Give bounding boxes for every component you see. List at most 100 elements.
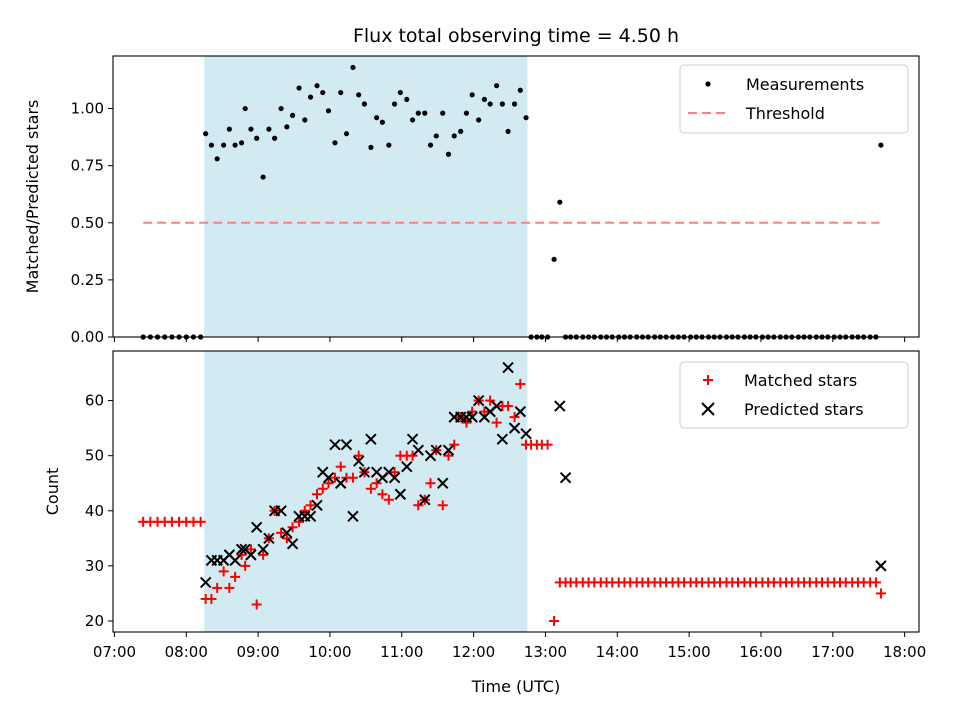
predicted-stars-point: [394, 488, 407, 500]
predicted-stars-point: [304, 510, 317, 523]
predicted-stars-point: [257, 543, 269, 556]
measurement-point: [433, 133, 439, 139]
x-tick-label: 15:00: [668, 643, 711, 661]
matched-stars-point: [323, 478, 334, 489]
measurement-point: [232, 142, 238, 148]
predicted-stars-point: [263, 532, 275, 545]
matched-stars-point: [287, 522, 298, 533]
measurement-point: [314, 83, 320, 89]
measurement-point: [379, 119, 385, 125]
measurement-point: [238, 140, 245, 146]
measurement-point: [440, 110, 446, 116]
predicted-stars-point: [442, 444, 455, 456]
y-tick-label: 30: [85, 557, 104, 575]
matched-stars-point: [875, 588, 886, 599]
predicted-stars-point: [508, 422, 521, 434]
predicted-stars-point: [235, 543, 248, 556]
matched-stars-point: [383, 494, 394, 505]
predicted-stars-point: [554, 400, 566, 412]
matched-stars-point: [317, 483, 328, 494]
top-panel: 0.00 0.25 0.50 0.75 1.00 Matched/Predicted st…: [23, 55, 920, 346]
x-tick-label: 08:00: [165, 643, 208, 661]
measurement-point: [451, 133, 457, 139]
matched-stars-point: [503, 401, 514, 412]
y-axis-label: Matched/Predicted stars: [23, 100, 42, 294]
axes-frame: [112, 350, 920, 633]
measurement-point: [289, 112, 296, 118]
measurement-point: [374, 115, 380, 121]
measurement-point: [404, 96, 410, 103]
measurement-point: [332, 140, 338, 146]
legend-matched-label: Matched stars: [744, 371, 857, 390]
measurement-point: [296, 85, 302, 91]
matched-stars-point: [389, 467, 400, 478]
predicted-stars-point: [245, 549, 257, 561]
measurement-point: [499, 101, 505, 107]
measurement-point: [320, 89, 326, 96]
measurement-point: [415, 110, 421, 116]
measurement-point: [266, 126, 272, 132]
legend-box: [679, 361, 909, 429]
predicted-stars-point: [406, 433, 419, 445]
predicted-stars-point: [335, 477, 347, 489]
predicted-stars-point: [412, 444, 425, 456]
matched-stars-point: [236, 549, 247, 560]
matched-stars-point: [245, 544, 256, 555]
matched-stars-point: [230, 571, 241, 582]
measurement-point: [511, 101, 518, 107]
matched-stars-point: [542, 439, 553, 450]
legend-threshold-label: Threshold: [745, 104, 825, 123]
measurement-point: [557, 199, 563, 205]
measurement-point: [391, 101, 398, 107]
matched-stars-point: [212, 582, 223, 593]
matched-stars-point: [312, 489, 323, 500]
measurement-point: [469, 92, 475, 98]
matched-stars-point: [347, 472, 358, 483]
y-tick-label: 50: [85, 447, 104, 465]
measurement-point: [517, 87, 523, 93]
measurement-point: [242, 105, 248, 112]
measurement-point: [505, 128, 511, 134]
measurement-point: [368, 144, 374, 150]
y-tick-label: 0.00: [71, 328, 104, 346]
measurement-point: [523, 115, 529, 121]
measurement-point: [487, 101, 493, 107]
predicted-stars-point: [229, 554, 241, 567]
matched-stars-point: [515, 379, 526, 390]
x-tick-label: 12:00: [452, 643, 495, 661]
x-axis-label: Time (UTC): [471, 677, 560, 696]
y-tick-label: 0.75: [71, 157, 104, 175]
measurement-point: [221, 142, 227, 148]
measurement-point: [356, 92, 362, 98]
legend-measurements-label: Measurements: [746, 75, 864, 94]
matched-stars-point: [305, 500, 316, 511]
measurement-point: [248, 126, 254, 132]
predicted-stars-point: [472, 394, 485, 407]
legend-top: Measurements Threshold: [679, 64, 909, 134]
measurement-point: [386, 142, 392, 148]
matched-stars-point: [491, 417, 502, 428]
measurement-point: [458, 128, 464, 134]
matched-stars-point: [299, 505, 310, 516]
predicted-stars-point: [430, 444, 442, 456]
measurement-point: [361, 101, 368, 107]
legend-predicted-label: Predicted stars: [744, 400, 864, 419]
measurement-point: [445, 151, 452, 157]
matched-stars-point: [437, 500, 448, 511]
measurement-point: [203, 131, 209, 137]
matched-stars-point: [425, 478, 436, 489]
matched-stars-point: [329, 472, 340, 483]
predicted-stars-point: [514, 405, 527, 418]
y-tick-label: 60: [85, 392, 104, 410]
legend-measurement-marker: [705, 81, 711, 87]
predicted-stars-point: [490, 400, 503, 412]
x-tick-label: 14:00: [596, 643, 639, 661]
matched-stars-point: [335, 461, 346, 472]
predicted-stars-point: [419, 494, 431, 506]
measurement-point: [427, 142, 434, 148]
measurement-point: [350, 64, 356, 71]
x-tick-label: 10:00: [308, 643, 351, 661]
matched-stars-point: [371, 478, 382, 489]
matched-stars-point: [509, 412, 520, 423]
